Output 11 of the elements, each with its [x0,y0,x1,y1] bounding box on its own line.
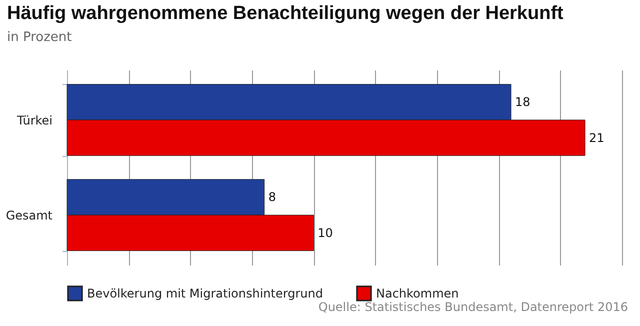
chart-subtitle: in Prozent [7,30,72,45]
source-note: Quelle: Statistisches Bundesamt, Datenreport 2016 [318,300,628,314]
legend-label: Bevölkerung mit Migrationshintergrund [87,286,323,300]
data-label: 18 [515,95,530,110]
chart-title: Häufig wahrgenommene Benachteiligung wegen der Herkunft [7,3,564,24]
data-label: 8 [268,190,276,204]
data-label: 21 [589,130,604,145]
data-label: 10 [318,226,333,240]
y-tick-label: Gesamt [6,208,53,223]
y-tick-label: Türkei [16,113,52,128]
legend-label: Nachkommen [376,286,459,300]
